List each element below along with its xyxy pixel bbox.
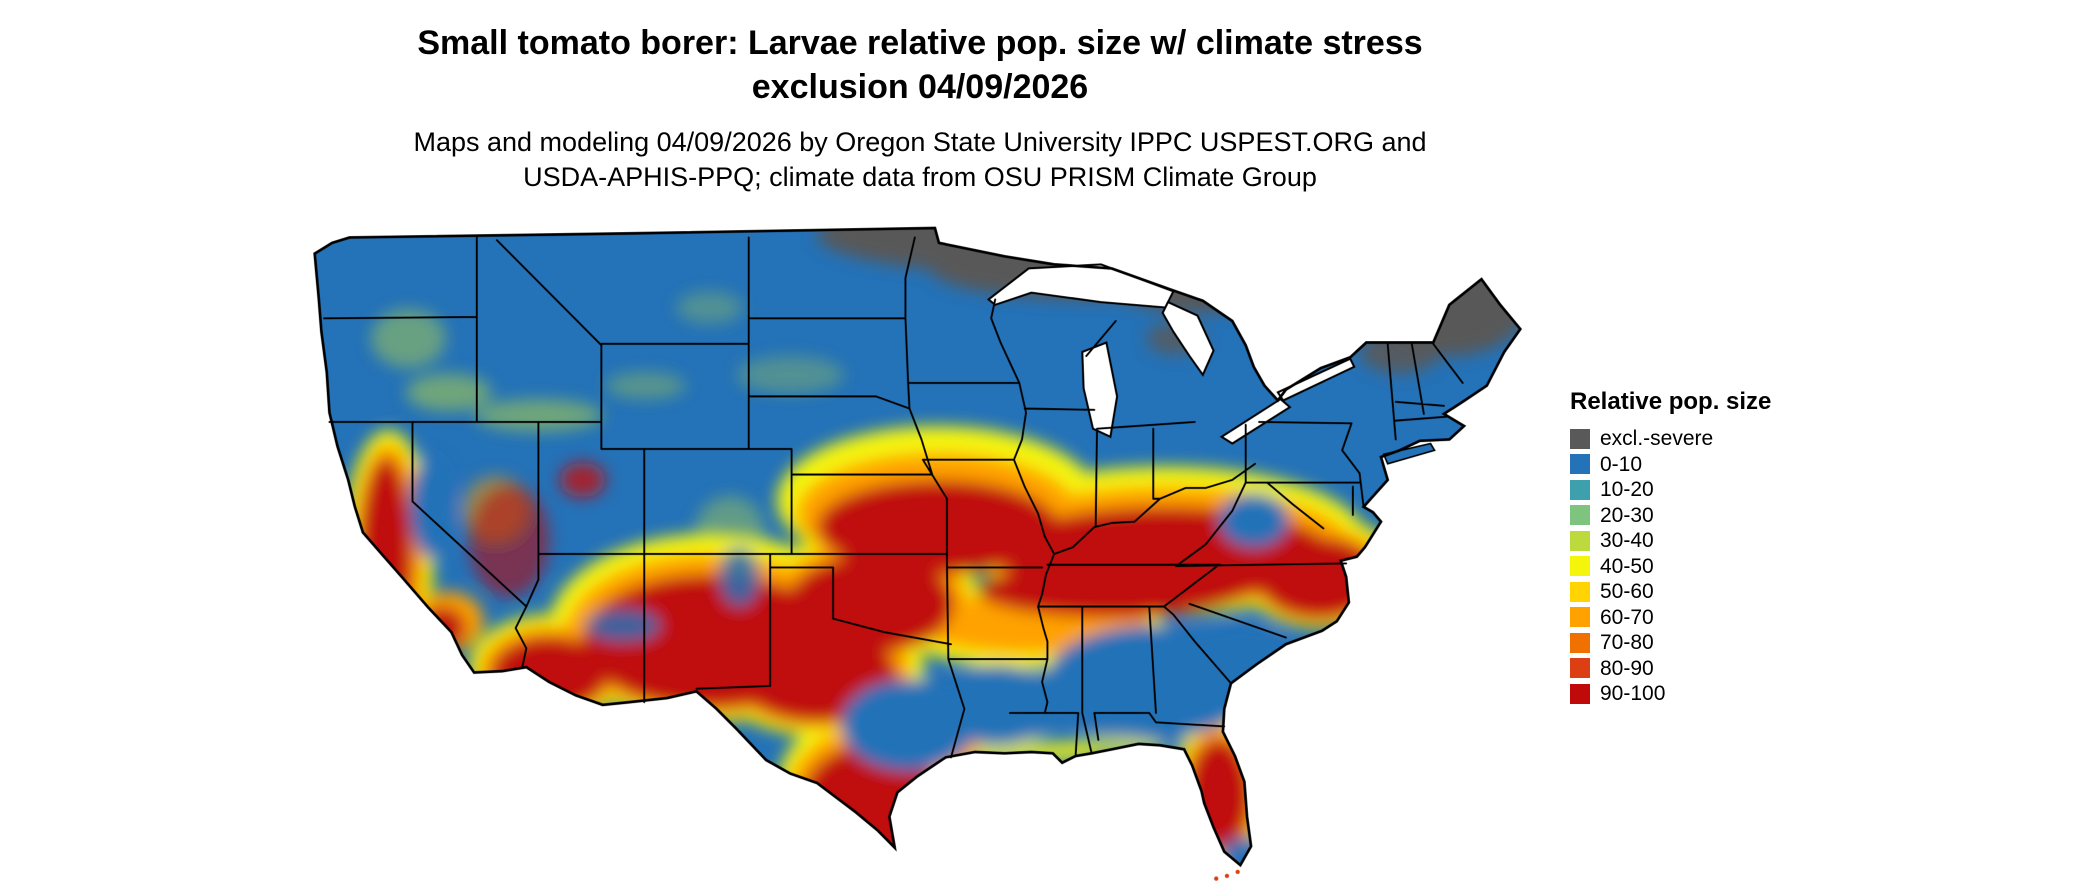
legend-swatch-90-100 [1570, 683, 1590, 704]
legend-swatch-20-30 [1570, 505, 1590, 526]
legend-item: 70-80 [1570, 630, 1830, 656]
lake-erie [1219, 397, 1292, 445]
legend-label: 50-60 [1600, 580, 1654, 604]
legend-label: 60-70 [1600, 605, 1654, 629]
legend-label: excl.-severe [1600, 427, 1714, 451]
legend-swatch-excl-severe [1570, 428, 1590, 449]
legend-label: 70-80 [1600, 631, 1654, 655]
legend-item: 40-50 [1570, 554, 1830, 580]
legend-item: 80-90 [1570, 656, 1830, 682]
legend-label: 90-100 [1600, 682, 1666, 706]
legend-item: 90-100 [1570, 681, 1830, 707]
page-title-line2: exclusion 04/09/2026 [751, 67, 1089, 106]
page-subtitle-line2: USDA-APHIS-PPQ; climate data from OSU PR… [523, 162, 1317, 193]
legend-item: 30-40 [1570, 528, 1830, 554]
legend-swatch-10-20 [1570, 479, 1590, 500]
conus-outline [313, 226, 1522, 868]
long-island [1382, 442, 1436, 465]
legend-item: 10-20 [1570, 477, 1830, 503]
lake-michigan [1081, 341, 1119, 439]
map-layer-green-speckle [370, 291, 844, 567]
state-borders [323, 236, 1464, 759]
legend-swatch-70-80 [1570, 632, 1590, 653]
legend-swatch-80-90 [1570, 658, 1590, 679]
legend-swatch-30-40 [1570, 530, 1590, 551]
legend-item: excl.-severe [1570, 426, 1830, 452]
legend-label: 40-50 [1600, 554, 1654, 578]
page-subtitle: Maps and modeling 04/09/2026 by Oregon S… [20, 125, 1820, 195]
legend-label: 30-40 [1600, 529, 1654, 553]
legend-item: 60-70 [1570, 605, 1830, 631]
legend-item: 50-60 [1570, 579, 1830, 605]
legend-title: Relative pop. size [1570, 388, 1772, 415]
us-map [308, 224, 1527, 884]
legend-label: 80-90 [1600, 656, 1654, 680]
legend-swatch-50-60 [1570, 581, 1590, 602]
legend-label: 20-30 [1600, 503, 1654, 527]
lake-huron [1161, 300, 1215, 377]
legend-label: 0-10 [1600, 452, 1643, 476]
us-map-svg [313, 226, 1522, 881]
page-subtitle-line1: Maps and modeling 04/09/2026 by Oregon S… [413, 127, 1427, 158]
legend-label: 10-20 [1600, 478, 1654, 502]
legend-swatch-40-50 [1570, 556, 1590, 577]
page-title-line1: Small tomato borer: Larvae relative pop.… [417, 24, 1423, 62]
legend-item: 0-10 [1570, 452, 1830, 478]
legend-swatch-60-70 [1570, 607, 1590, 628]
map-layer-red-core [358, 457, 1381, 863]
map-header: Small tomato borer: Larvae relative pop.… [20, 22, 1820, 195]
legend-item: 20-30 [1570, 503, 1830, 529]
legend-swatch-0-10 [1570, 454, 1590, 475]
legend: Relative pop. size excl.-severe 0-10 10-… [1570, 388, 1830, 707]
florida-keys [1214, 869, 1240, 881]
